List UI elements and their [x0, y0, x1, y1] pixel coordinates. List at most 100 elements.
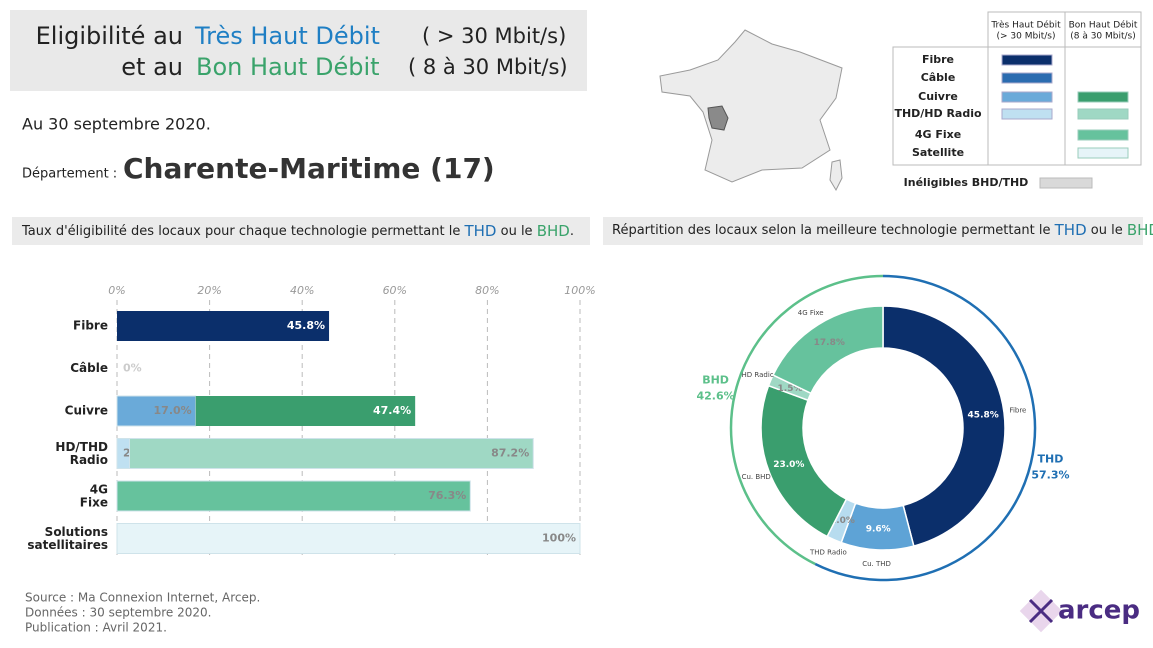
title-text: . — [570, 224, 574, 239]
bar — [117, 311, 330, 341]
legend-content: Très Haut Débit (> 30 Mbit/s) Bon Haut Déb… — [894, 19, 1137, 189]
value-label: 45.8% — [968, 411, 999, 421]
value-label: 9.6% — [866, 524, 891, 534]
value-label: 23.0% — [773, 460, 804, 470]
legend-header: Très Haut Débit (> 30 Mbit/s) — [990, 19, 1061, 41]
segment-label: HD Radio — [742, 371, 775, 379]
x-tick-label: 0% — [108, 284, 125, 297]
panel-header — [603, 217, 1143, 245]
donut-segment — [772, 305, 884, 395]
france-shape — [659, 29, 843, 183]
legend-label: THD/HD Radio — [894, 107, 982, 120]
title-thd: THD — [1054, 221, 1087, 239]
x-tick-label: 100% — [564, 284, 595, 297]
legend-label: 4G Fixe — [915, 128, 961, 141]
legend-header: Bon Haut Débit (8 à 30 Mbit/s) — [1069, 19, 1138, 41]
value-label: 76.3% — [428, 489, 466, 502]
title-text: Taux d'éligibilité des locaux pour chaqu… — [21, 224, 460, 239]
category-label: 4G Fixe — [80, 482, 108, 509]
source: Publication : Avril 2021. — [25, 621, 167, 635]
legend-swatch — [1077, 129, 1129, 141]
value-label: 17.0% — [154, 404, 192, 417]
header-box — [10, 10, 587, 91]
legend-swatch — [1039, 177, 1093, 189]
legend-swatch — [1077, 91, 1129, 103]
category-label: HD/THD Radio — [55, 440, 108, 467]
category-label: Cuivre — [65, 404, 108, 418]
bar-chart: 0% 20% 40% 60% 80% 100% Fibre 45.8% Câble 0% Cuivr… — [27, 284, 596, 555]
group-label: THD — [1038, 452, 1064, 465]
bar — [195, 396, 416, 426]
legend — [892, 11, 1142, 166]
value-label: 0% — [123, 362, 142, 375]
category-label: Câble — [70, 361, 108, 375]
title-text: Répartition des locaux selon la meilleur… — [612, 223, 1051, 238]
value-label: 87.2% — [491, 447, 529, 460]
donut-segment — [882, 305, 1006, 547]
logo-text: arcep — [1058, 596, 1140, 626]
legend-swatch — [1001, 108, 1053, 120]
department-label: Département : — [22, 167, 117, 182]
segment-label: THD Radio — [809, 549, 847, 557]
header-range: ( > 30 Mbit/s) — [422, 24, 566, 48]
source: Données : 30 septembre 2020. — [25, 606, 211, 620]
value-label: 17.8% — [814, 338, 845, 348]
legend-column — [1064, 11, 1142, 166]
legend-swatch — [1001, 54, 1053, 66]
value-label: 100% — [542, 532, 576, 545]
title-thd: THD — [463, 222, 496, 240]
group-arc — [729, 274, 884, 566]
department-shape — [707, 105, 729, 131]
logo: arcep — [1019, 589, 1140, 633]
legend-swatch — [1077, 108, 1129, 120]
corsica-shape — [829, 159, 843, 192]
segment-label: Cu. THD — [862, 560, 891, 568]
header-text: et au — [121, 53, 183, 81]
source: Source : Ma Connexion Internet, Arcep. — [25, 591, 260, 605]
panel-title: Taux d'éligibilité des locaux pour chaqu… — [21, 222, 574, 240]
group-label: BHD — [702, 374, 729, 387]
title-text: ou le — [1091, 223, 1123, 238]
category-label: Fibre — [73, 319, 108, 333]
bar — [116, 523, 581, 554]
x-tick-label: 20% — [197, 284, 221, 297]
title-bhd: BHD — [1127, 221, 1153, 239]
map — [659, 29, 843, 192]
legend-label: Cuivre — [918, 90, 958, 103]
date: Au 30 septembre 2020. — [22, 115, 211, 134]
header-bhd: Bon Haut Débit — [196, 53, 380, 81]
title-bhd: BHD — [537, 222, 570, 240]
value-label: 47.4% — [373, 404, 411, 417]
segment-label: 4G Fixe — [798, 309, 824, 317]
segment-label: Cu. BHD — [742, 473, 771, 481]
department: Charente-Maritime (17) — [123, 152, 495, 185]
title-text: ou le — [501, 224, 533, 239]
legend-label: Fibre — [922, 53, 954, 66]
group-value: 57.3% — [1031, 468, 1069, 481]
value-label: 45.8% — [287, 319, 325, 332]
value-label: 1.5% — [778, 384, 803, 394]
segment-label: Fibre — [1009, 407, 1026, 415]
legend-label: Inéligibles BHD/THD — [904, 176, 1029, 189]
panel-header — [12, 217, 590, 245]
group-value: 42.6% — [696, 390, 734, 403]
bar — [116, 395, 197, 427]
group-arc — [814, 274, 1037, 582]
logo-icon — [1028, 598, 1054, 624]
value-label: 2.0% — [830, 516, 855, 526]
bar — [116, 480, 471, 512]
x-tick-label: 80% — [475, 284, 499, 297]
header-range: ( 8 à 30 Mbit/s) — [408, 55, 568, 79]
bar — [129, 438, 534, 469]
legend-swatch — [1077, 147, 1129, 159]
panel-title: Répartition des locaux selon la meilleur… — [612, 221, 1153, 239]
legend-label: Satellite — [912, 146, 964, 159]
legend-swatch — [1001, 72, 1053, 84]
legend-swatch — [1001, 91, 1053, 103]
x-tick-label: 40% — [290, 284, 314, 297]
legend-label: Câble — [921, 71, 956, 84]
header-thd: Très Haut Débit — [194, 22, 380, 50]
x-tick-label: 60% — [383, 284, 407, 297]
category-label: Solutions satellitaires — [27, 525, 108, 552]
